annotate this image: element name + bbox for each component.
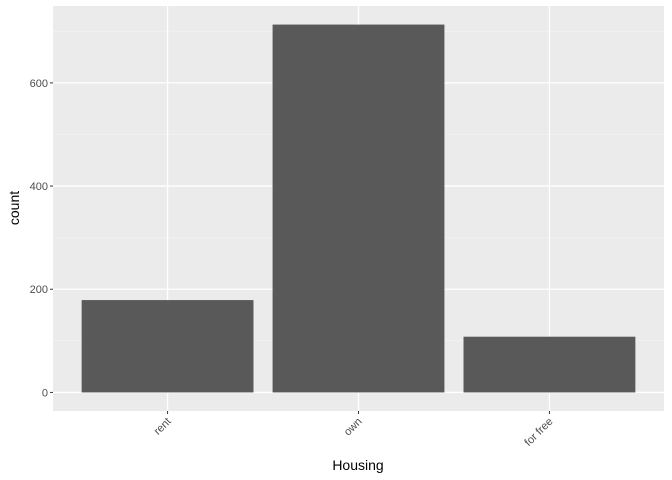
- x-axis: rent own for free: [152, 411, 556, 449]
- bars: [81, 24, 636, 393]
- y-tick-label: 200: [30, 284, 48, 296]
- y-axis: 0 200 400 600: [30, 78, 53, 399]
- bar-own: [272, 24, 445, 393]
- y-axis-title: count: [6, 191, 22, 225]
- x-tick-label: for free: [522, 416, 555, 449]
- y-tick-label: 400: [30, 181, 48, 193]
- x-axis-title: Housing: [332, 457, 383, 473]
- y-tick-label: 0: [42, 387, 48, 399]
- x-tick-label: own: [342, 416, 365, 439]
- bar-for-free: [463, 336, 636, 393]
- x-tick-label: rent: [152, 416, 174, 438]
- y-tick-label: 600: [30, 78, 48, 90]
- bar-rent: [81, 300, 254, 393]
